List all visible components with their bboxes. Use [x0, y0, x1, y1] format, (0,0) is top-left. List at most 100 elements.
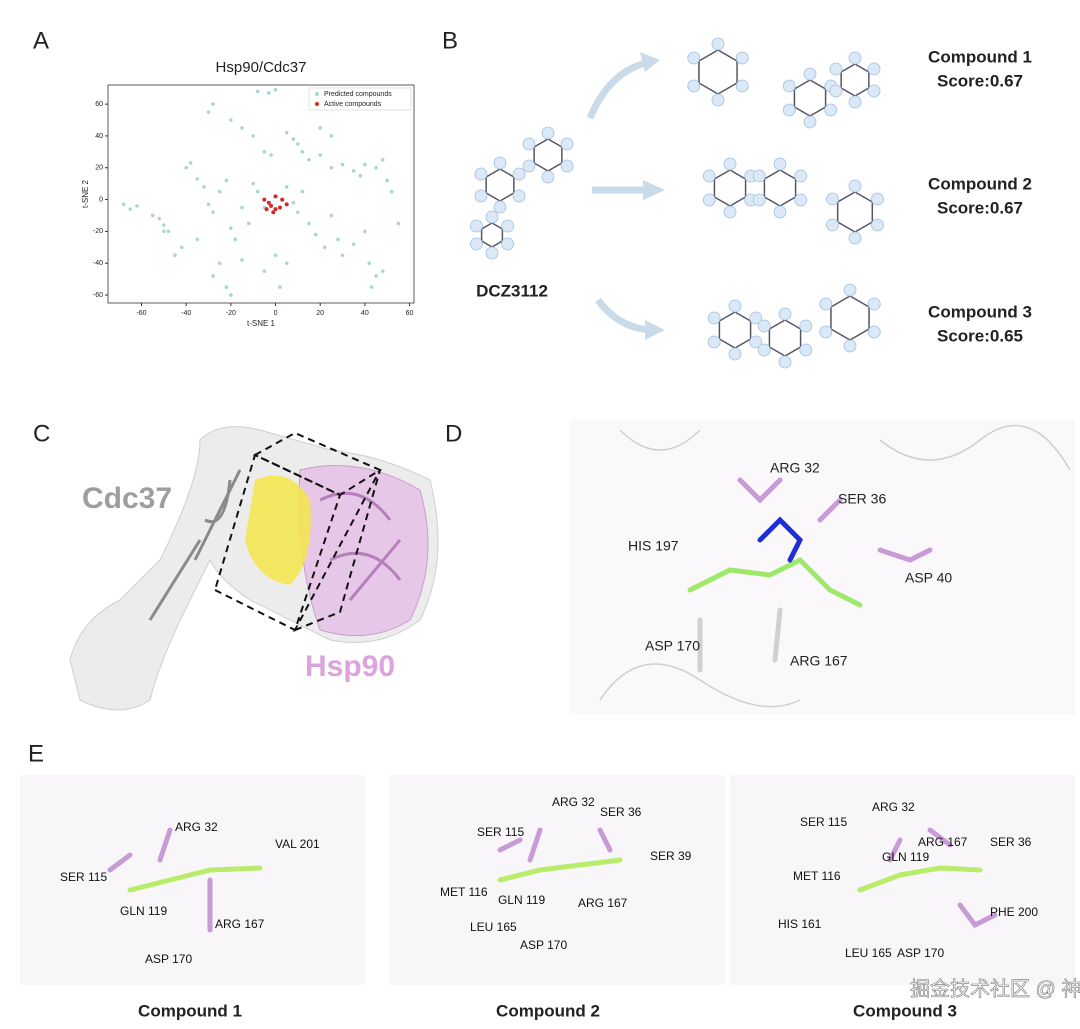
view-caption: Compound 2 — [496, 1001, 600, 1020]
y-tick-label: -20 — [93, 228, 103, 235]
view-caption: Compound 3 — [853, 1001, 957, 1020]
ring — [698, 49, 738, 95]
atom-halo — [541, 126, 555, 140]
point — [291, 137, 296, 141]
point — [121, 202, 126, 207]
point — [273, 194, 278, 199]
point — [351, 169, 356, 173]
atom-halo — [773, 157, 787, 171]
point — [150, 213, 155, 218]
point — [211, 102, 215, 106]
atom-halo — [848, 95, 862, 109]
point — [380, 269, 385, 273]
atom-halo — [848, 51, 862, 65]
point — [369, 285, 374, 289]
atom-halo — [843, 339, 857, 353]
point — [340, 162, 345, 167]
atom-halo — [757, 343, 771, 357]
residue-label: ASP 170 — [897, 946, 944, 960]
residue-label: ARG 32 — [770, 460, 820, 476]
residue-label: ARG 167 — [790, 653, 848, 669]
x-tick-label: -40 — [181, 310, 191, 317]
chart-title: Hsp90/Cdc37 — [216, 59, 307, 76]
atom-halo — [735, 79, 749, 93]
atom-halo — [871, 218, 884, 232]
point — [318, 126, 322, 130]
atom-halo — [560, 137, 574, 151]
ring — [763, 169, 797, 207]
arrowheads — [640, 52, 665, 340]
ring — [718, 311, 752, 349]
atom-halo — [522, 159, 536, 173]
y-tick-label: 0 — [99, 196, 103, 203]
atom-halo — [723, 205, 737, 219]
point — [269, 153, 273, 157]
atom-halo — [757, 319, 771, 333]
point — [280, 197, 285, 202]
point — [300, 189, 305, 194]
atom-halo — [501, 219, 514, 233]
compound-score: Score:0.67 — [937, 71, 1023, 90]
atom-halo — [829, 62, 843, 76]
point — [217, 261, 222, 266]
atom-halo — [752, 193, 766, 207]
residue-label: LEU 165 — [845, 946, 892, 960]
ribbons — [599, 424, 1071, 708]
compound-name: Compound 3 — [928, 302, 1032, 321]
atom-halo — [824, 103, 838, 117]
atom-halo — [867, 325, 881, 339]
atom-halo — [485, 246, 499, 260]
point — [284, 185, 289, 189]
point — [162, 223, 166, 227]
residue-label: SER 36 — [838, 491, 886, 507]
point — [206, 202, 211, 207]
protein-label: Cdc37 — [82, 482, 172, 515]
panel-label: C — [33, 420, 50, 447]
point — [374, 165, 378, 170]
point — [255, 189, 260, 194]
atom-halo — [470, 237, 483, 251]
atom-halo — [485, 210, 499, 224]
point — [374, 274, 378, 278]
atom-halo — [819, 325, 833, 339]
ring — [768, 319, 802, 357]
point — [273, 207, 278, 212]
legend-marker — [315, 92, 319, 96]
point — [284, 202, 289, 207]
compound-score: Score:0.67 — [937, 198, 1023, 217]
atom-halo — [728, 347, 742, 361]
ring — [836, 191, 874, 233]
point — [307, 221, 311, 226]
point — [211, 274, 215, 278]
point — [255, 89, 260, 94]
atom-halo — [778, 307, 792, 321]
atom-halo — [707, 311, 721, 325]
residue-label: ARG 167 — [918, 835, 968, 849]
atom-halo — [778, 355, 792, 369]
point — [389, 189, 394, 194]
point — [229, 226, 233, 231]
atom-halo — [687, 79, 701, 93]
point — [363, 229, 367, 234]
view-caption: Compound 1 — [138, 1001, 242, 1020]
residue-label: PHE 200 — [990, 905, 1038, 919]
y-tick-label: 60 — [95, 101, 103, 108]
point — [211, 210, 215, 215]
atom-halo — [474, 167, 488, 181]
atom-halo — [512, 167, 526, 181]
ring — [480, 222, 504, 248]
atom-halo — [522, 137, 536, 151]
point — [322, 245, 327, 250]
atom-halo — [803, 67, 817, 81]
atom-halo — [711, 93, 725, 107]
ring — [830, 295, 870, 341]
atom-halo — [794, 193, 808, 207]
panel-label: E — [28, 740, 44, 767]
point — [269, 203, 274, 208]
compound-name: Compound 2 — [928, 174, 1032, 193]
point — [240, 126, 244, 130]
residue-label: HIS 197 — [628, 538, 679, 554]
point — [296, 142, 300, 146]
ring — [533, 138, 563, 172]
atom-halo — [826, 218, 839, 232]
